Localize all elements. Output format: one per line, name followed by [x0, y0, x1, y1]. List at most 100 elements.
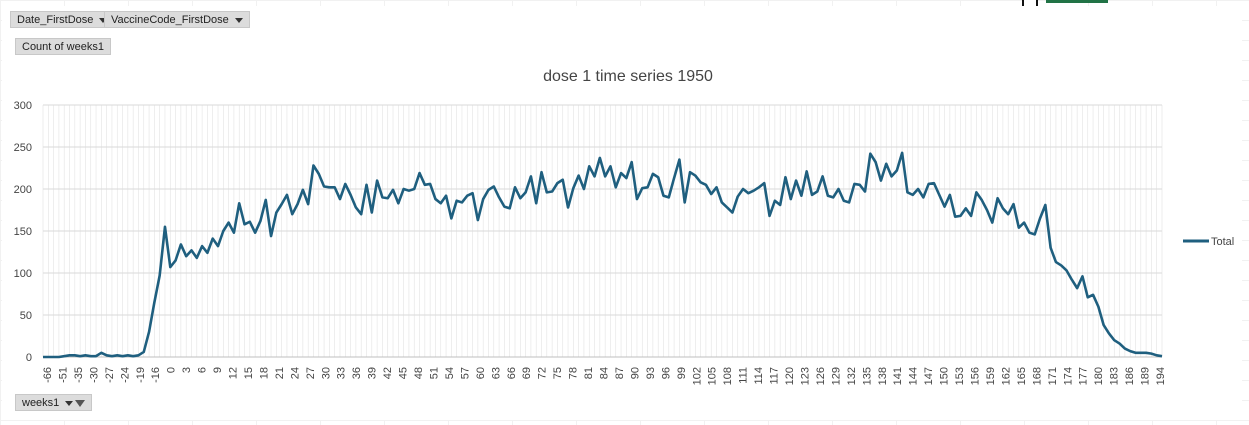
data-point[interactable] [1027, 231, 1031, 235]
data-point[interactable] [725, 205, 729, 209]
data-point[interactable] [407, 189, 411, 193]
data-point[interactable] [136, 353, 140, 357]
data-point[interactable] [126, 353, 130, 357]
data-point[interactable] [221, 229, 225, 233]
data-point[interactable] [189, 248, 193, 252]
data-point[interactable] [534, 201, 538, 205]
data-point[interactable] [1049, 246, 1053, 250]
data-point[interactable] [83, 353, 87, 357]
data-point[interactable] [937, 193, 941, 197]
data-point[interactable] [561, 178, 565, 182]
data-point[interactable] [688, 170, 692, 174]
data-point[interactable] [1128, 349, 1132, 353]
data-point[interactable] [768, 214, 772, 218]
data-point[interactable] [121, 354, 125, 358]
data-point[interactable] [603, 174, 607, 178]
data-point[interactable] [837, 187, 841, 191]
data-point[interactable] [1091, 293, 1095, 297]
data-point[interactable] [916, 187, 920, 191]
data-point[interactable] [1006, 212, 1010, 216]
data-point[interactable] [492, 184, 496, 188]
data-point[interactable] [842, 199, 846, 203]
data-point[interactable] [990, 221, 994, 225]
data-point[interactable] [142, 350, 146, 354]
data-point[interactable] [237, 201, 241, 205]
data-point[interactable] [301, 188, 305, 192]
data-point[interactable] [311, 163, 315, 167]
data-point[interactable] [105, 353, 109, 357]
data-point[interactable] [317, 172, 321, 176]
chart-area[interactable] [2, 6, 1242, 420]
data-point[interactable] [778, 203, 782, 207]
data-point[interactable] [1107, 331, 1111, 335]
data-point[interactable] [858, 183, 862, 187]
data-point[interactable] [174, 258, 178, 262]
data-point[interactable] [715, 185, 719, 189]
data-point[interactable] [757, 185, 761, 189]
data-point[interactable] [476, 218, 480, 222]
data-point[interactable] [1102, 323, 1106, 327]
data-point[interactable] [94, 354, 98, 358]
data-point[interactable] [57, 355, 61, 359]
data-point[interactable] [996, 196, 1000, 200]
data-point[interactable] [280, 202, 284, 206]
data-point[interactable] [418, 171, 422, 175]
data-point[interactable] [545, 190, 549, 194]
data-point[interactable] [683, 200, 687, 204]
data-point[interactable] [709, 192, 713, 196]
data-point[interactable] [879, 179, 883, 183]
data-point[interactable] [513, 185, 517, 189]
data-point[interactable] [608, 164, 612, 168]
value-field-button[interactable]: Count of weeks1 [15, 38, 111, 55]
data-point[interactable] [296, 202, 300, 206]
data-point[interactable] [370, 211, 374, 215]
data-point[interactable] [110, 354, 114, 358]
data-point[interactable] [1043, 203, 1047, 207]
data-point[interactable] [343, 182, 347, 186]
data-point[interactable] [258, 219, 262, 223]
data-point[interactable] [264, 198, 268, 202]
data-point[interactable] [852, 182, 856, 186]
series-line-total[interactable] [43, 151, 1163, 359]
data-point[interactable] [677, 158, 681, 162]
data-point[interactable] [518, 196, 522, 200]
data-point[interactable] [624, 176, 628, 180]
data-point[interactable] [1017, 226, 1021, 230]
data-point[interactable] [1118, 342, 1122, 346]
data-point[interactable] [672, 176, 676, 180]
data-point[interactable] [147, 330, 151, 334]
data-point[interactable] [52, 355, 56, 359]
data-point[interactable] [1059, 263, 1063, 267]
data-point[interactable] [736, 195, 740, 199]
data-point[interactable] [243, 222, 247, 226]
data-point[interactable] [810, 193, 814, 197]
data-point[interactable] [354, 205, 358, 209]
filter-field-vaccine-button[interactable]: VaccineCode_FirstDose [104, 11, 250, 28]
data-point[interactable] [789, 197, 793, 201]
data-point[interactable] [465, 194, 469, 198]
data-point[interactable] [619, 171, 623, 175]
data-point[interactable] [333, 185, 337, 189]
data-point[interactable] [815, 190, 819, 194]
data-point[interactable] [799, 194, 803, 198]
data-point[interactable] [195, 256, 199, 260]
data-point[interactable] [582, 187, 586, 191]
data-point[interactable] [428, 182, 432, 186]
data-point[interactable] [985, 208, 989, 212]
data-point[interactable] [529, 174, 533, 178]
data-point[interactable] [566, 205, 570, 209]
data-point[interactable] [1065, 268, 1069, 272]
data-point[interactable] [322, 184, 326, 188]
data-point[interactable] [890, 174, 894, 178]
data-point[interactable] [656, 175, 660, 179]
data-point[interactable] [306, 202, 310, 206]
data-point[interactable] [1054, 260, 1058, 264]
data-point[interactable] [216, 244, 220, 248]
data-point[interactable] [1080, 274, 1084, 278]
data-point[interactable] [1133, 351, 1137, 355]
data-point[interactable] [593, 174, 597, 178]
data-point[interactable] [651, 172, 655, 176]
data-point[interactable] [46, 355, 50, 359]
data-point[interactable] [730, 211, 734, 215]
